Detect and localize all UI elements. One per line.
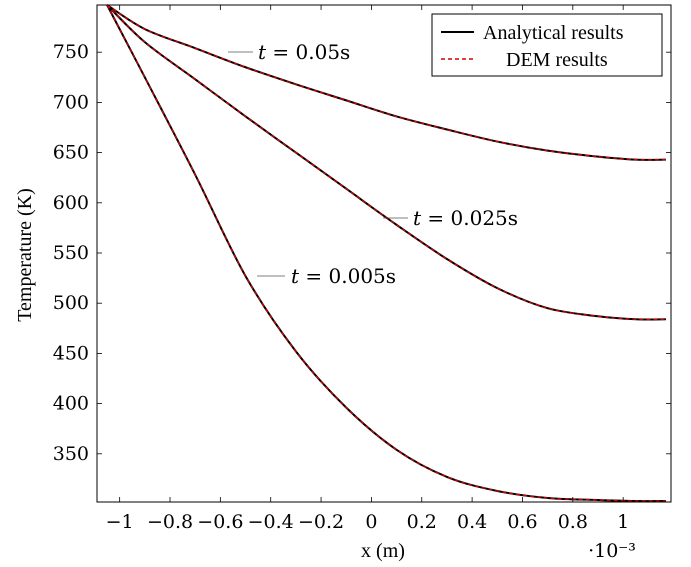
legend-label-analytical: Analytical results [483, 22, 624, 44]
y-tick-label: 750 [53, 41, 89, 63]
x-axis-ticks: −1 −0.8 −0.6 −0.4 −0.2 0 0.2 0.4 0.6 0.8 1 [106, 5, 629, 533]
y-tick-label: 600 [53, 192, 89, 214]
x-tick-label: 0 [365, 511, 377, 533]
x-axis-title: x (m) [361, 540, 405, 562]
legend: Analytical results DEM results [431, 13, 663, 77]
dem-curve-2 [106, 4, 666, 502]
y-tick-label: 400 [53, 393, 89, 415]
dem-curve-1 [106, 4, 666, 321]
annotation-label-2: t = 0.005s [291, 264, 396, 288]
annotations: t = 0.05s t = 0.025s t = 0.005s [228, 40, 518, 288]
y-tick-label: 700 [53, 91, 89, 113]
annotation-label-0: t = 0.05s [258, 40, 350, 64]
x-axis-scale-label: ·10⁻³ [588, 540, 636, 562]
x-tick-label: −1 [106, 511, 134, 533]
annotation-label-1: t = 0.025s [413, 206, 518, 230]
y-tick-label: 650 [53, 142, 89, 164]
plot-lines [106, 4, 666, 503]
x-tick-label: −0.6 [197, 511, 243, 533]
x-tick-label: 0.2 [407, 511, 437, 533]
x-tick-label: −0.2 [298, 511, 344, 533]
x-tick-label: 0.4 [457, 511, 487, 533]
y-tick-label: 450 [53, 342, 89, 364]
y-tick-label: 350 [53, 443, 89, 465]
y-axis-ticks: 350 400 450 500 550 600 650 700 750 [53, 41, 671, 465]
y-axis-title: Temperature (K) [14, 188, 36, 322]
y-tick-label: 500 [53, 292, 89, 314]
plot-frame [96, 4, 672, 503]
x-tick-label: −0.4 [248, 511, 294, 533]
x-tick-label: 0.8 [558, 511, 588, 533]
x-tick-label: 1 [617, 511, 629, 533]
dem-curve-0 [106, 4, 666, 161]
analytical-curve-2 [106, 4, 666, 503]
legend-box [431, 13, 663, 77]
x-tick-label: −0.8 [147, 511, 193, 533]
legend-label-dem: DEM results [506, 49, 608, 71]
x-tick-label: 0.6 [507, 511, 537, 533]
y-tick-label: 550 [53, 242, 89, 264]
